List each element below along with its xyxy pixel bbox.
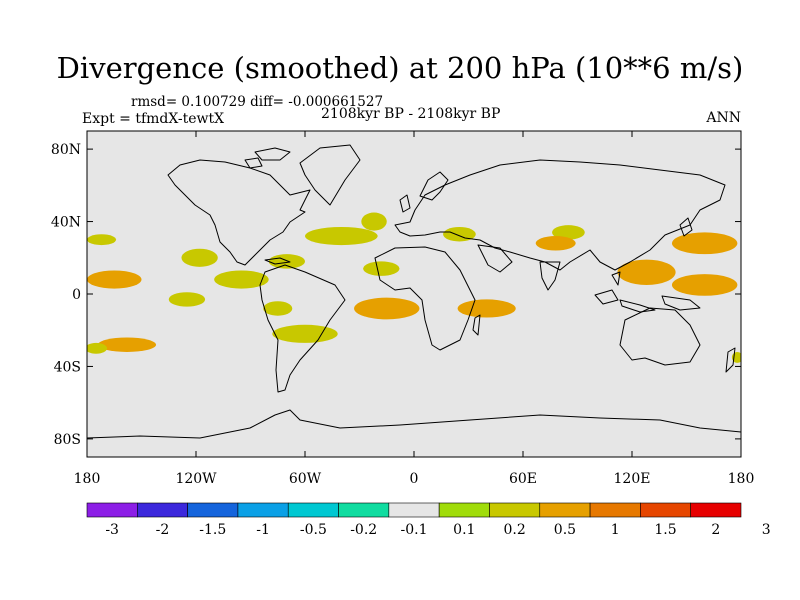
colorbar-swatch-3	[237, 502, 289, 518]
stats-label: rmsd= 0.100729 diff= -0.000661527	[131, 94, 384, 110]
anomaly-region-12	[535, 236, 576, 251]
anomaly-region-3	[112, 252, 164, 271]
anomaly-region-28	[168, 292, 206, 307]
colorbar-swatch-11	[640, 502, 691, 518]
y-tick-label-2: 0	[72, 287, 81, 303]
anomaly-region-22	[386, 279, 460, 302]
anomaly-region-7	[361, 212, 387, 231]
anomaly-region-8	[390, 216, 420, 235]
anomaly-region-17	[143, 270, 177, 282]
period-label: 2108kyr BP - 2108kyr BP	[321, 106, 501, 122]
anomaly-region-16	[87, 270, 142, 289]
anomaly-region-26	[671, 274, 738, 296]
y-tick-label-1: 40N	[51, 215, 81, 231]
colorbar-label-11: 1.5	[654, 522, 676, 538]
y-tick-label-4: 80S	[54, 432, 81, 448]
anomaly-region-21	[363, 261, 400, 276]
anomaly-region-34	[635, 312, 702, 327]
colorbar-swatch-8	[489, 502, 541, 518]
anomaly-region-25	[617, 259, 676, 285]
chart-title: Divergence (smoothed) at 200 hPa (10**6 …	[56, 51, 744, 85]
x-tick-label-2: 60W	[289, 471, 322, 487]
colorbar-label-7: 0.1	[453, 522, 475, 538]
anomaly-region-39	[272, 324, 338, 343]
colorbar-label-12: 2	[711, 522, 720, 538]
colorbar-label-13: 3	[762, 522, 771, 538]
x-tick-label-0: 180	[74, 471, 101, 487]
anomaly-region-30	[263, 301, 293, 316]
x-tick-label-4: 60E	[509, 471, 537, 487]
colorbar-label-3: -1	[256, 522, 270, 538]
anomaly-region-1	[126, 238, 193, 252]
anomaly-region-9	[443, 226, 476, 242]
anomaly-region-24	[537, 265, 582, 287]
anomaly-region-2	[181, 248, 218, 267]
anomaly-region-40	[306, 346, 358, 358]
colorbar-swatch-1	[137, 502, 188, 518]
anomaly-region-6	[305, 226, 378, 246]
x-tick-label-3: 0	[410, 471, 419, 487]
y-tick-label-3: 40S	[54, 359, 81, 375]
anomaly-region-33	[552, 306, 603, 325]
anomaly-layer	[87, 212, 741, 363]
anomaly-region-35	[726, 306, 741, 318]
anomaly-region-41	[655, 339, 700, 351]
colorbar: -3 -2 -1.5 -1 -0.5 -0.2 -0.1 0.1 0.2 0.5 1 1.5 2 3	[86, 502, 771, 538]
colorbar-label-9: 0.5	[554, 522, 576, 538]
anomaly-region-38	[156, 328, 200, 340]
experiment-label: Expt = tfmdX-tewtX	[82, 111, 225, 127]
x-tick-label-5: 120E	[614, 471, 651, 487]
anomaly-region-0	[87, 234, 117, 246]
coastlines	[87, 144, 741, 439]
x-tick-label-6: 180	[728, 471, 755, 487]
anomaly-region-10	[501, 226, 545, 242]
colorbar-swatch-9	[539, 502, 591, 518]
anomaly-region-32	[457, 299, 516, 318]
colorbar-label-6: -0.1	[401, 522, 428, 538]
anomaly-region-11	[552, 225, 585, 240]
colorbar-swatch-12	[690, 502, 742, 518]
colorbar-label-1: -2	[156, 522, 170, 538]
axis-ticks: 180 120W 60W 0 60E 120E 180 80N 40N 0 40S 80S	[51, 131, 754, 487]
anomaly-region-31	[354, 297, 420, 320]
anomaly-region-18	[214, 270, 269, 289]
anomaly-region-29	[196, 308, 233, 323]
anomaly-region-37	[87, 342, 107, 354]
season-label: ANN	[706, 110, 741, 126]
colorbar-swatch-5	[338, 502, 390, 518]
colorbar-swatch-10	[589, 502, 641, 518]
anomaly-region-36	[97, 337, 157, 352]
anomaly-region-23	[464, 281, 509, 300]
colorbar-swatch-0	[86, 502, 138, 518]
colorbar-label-0: -3	[105, 522, 119, 538]
colorbar-label-5: -0.2	[350, 522, 377, 538]
anomaly-region-15	[724, 214, 741, 229]
colorbar-swatch-2	[187, 502, 239, 518]
colorbar-swatch-6	[388, 502, 440, 518]
colorbar-label-10: 1	[611, 522, 620, 538]
colorbar-label-2: -1.5	[199, 522, 226, 538]
colorbar-swatch-4	[287, 502, 339, 518]
anomaly-region-13	[592, 234, 672, 253]
colorbar-label-4: -0.5	[300, 522, 327, 538]
colorbar-label-8: 0.2	[503, 522, 525, 538]
colorbar-swatch-7	[438, 502, 490, 518]
anomaly-region-4	[223, 232, 249, 255]
y-tick-label-0: 80N	[51, 142, 81, 158]
anomaly-region-14	[671, 232, 738, 255]
x-tick-label-1: 120W	[175, 471, 217, 487]
anomaly-region-19	[268, 254, 306, 269]
anomaly-region-27	[99, 297, 147, 313]
